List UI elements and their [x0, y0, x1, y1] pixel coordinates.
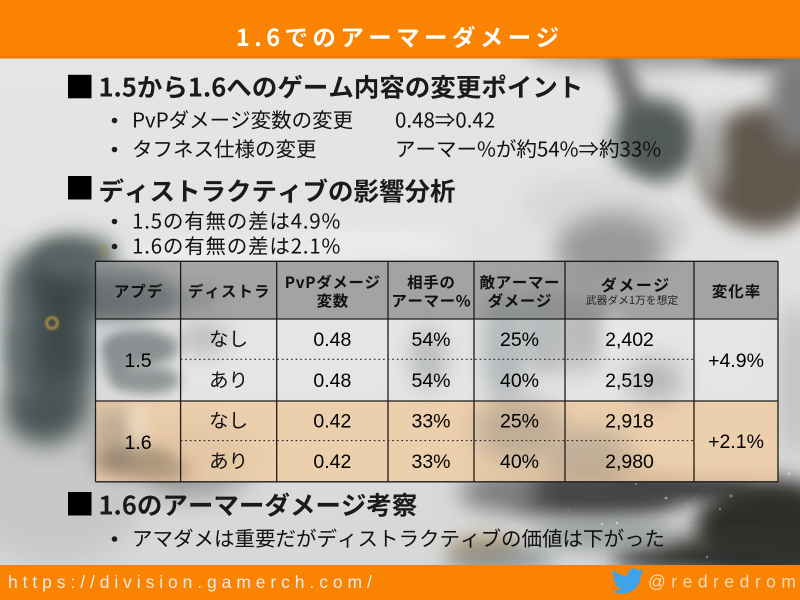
svg-text:54%: 54% — [411, 329, 450, 351]
svg-text:1.5: 1.5 — [124, 350, 151, 372]
svg-text:40%: 40% — [500, 370, 539, 392]
svg-text:0.48: 0.48 — [313, 370, 351, 392]
svg-text:25%: 25% — [500, 329, 539, 351]
svg-text:1.6: 1.6 — [124, 432, 151, 454]
svg-text:25%: 25% — [500, 411, 539, 433]
svg-text:40%: 40% — [500, 451, 539, 473]
svg-text:0.42: 0.42 — [313, 411, 351, 433]
svg-text:0.42: 0.42 — [313, 451, 351, 473]
svg-text:2,918: 2,918 — [605, 411, 654, 433]
svg-text:2,402: 2,402 — [605, 329, 654, 351]
svg-text:2,980: 2,980 — [605, 451, 654, 473]
svg-text:https://division.gamerch.com/: https://division.gamerch.com/ — [8, 572, 377, 592]
svg-text:2,519: 2,519 — [605, 370, 654, 392]
svg-text:33%: 33% — [411, 451, 450, 473]
svg-text:0.48: 0.48 — [313, 329, 351, 351]
svg-text:+4.9%: +4.9% — [708, 350, 764, 372]
svg-text:+2.1%: +2.1% — [708, 431, 764, 453]
svg-text:@redredrom: @redredrom — [648, 572, 800, 592]
svg-text:33%: 33% — [411, 411, 450, 433]
svg-text:54%: 54% — [411, 370, 450, 392]
